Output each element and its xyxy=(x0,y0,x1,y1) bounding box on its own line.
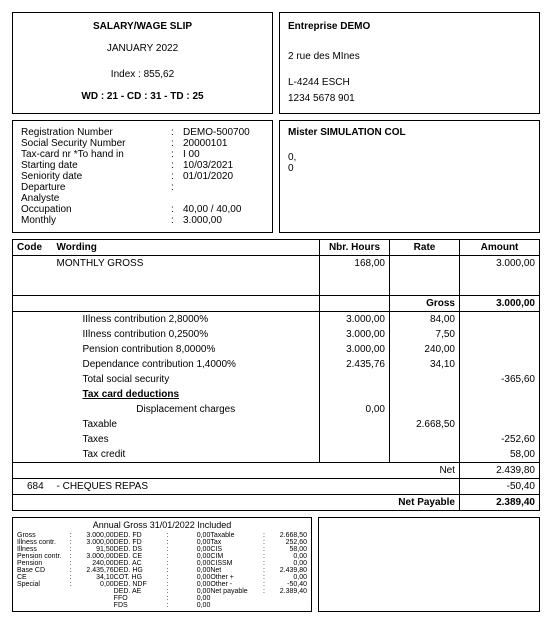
employee-line2: 0 xyxy=(288,163,531,174)
slip-title: SALARY/WAGE SLIP xyxy=(21,19,264,35)
annual-box: Annual Gross 31/01/2022 Included Gross:3… xyxy=(12,517,312,612)
company-address1: 2 rue des MInes xyxy=(288,49,531,65)
company-address2: L-4244 ESCH xyxy=(288,75,531,91)
blank-box xyxy=(318,517,540,612)
employee-line1: 0, xyxy=(288,152,531,163)
employee-box: Mister SIMULATION COL 0, 0 xyxy=(279,120,540,233)
payslip-table: Code Wording Nbr. Hours Rate Amount MONT… xyxy=(12,239,540,511)
company-box: Entreprise DEMO 2 rue des MInes L-4244 E… xyxy=(279,12,540,114)
registration-box: Registration Number:DEMO-500700 Social S… xyxy=(12,120,273,233)
summary-line: WD : 21 - CD : 31 - TD : 25 xyxy=(21,89,264,105)
employee-name: Mister SIMULATION COL xyxy=(288,127,531,138)
header-box: SALARY/WAGE SLIP JANUARY 2022 Index : 85… xyxy=(12,12,273,114)
company-name: Entreprise DEMO xyxy=(288,19,531,35)
period: JANUARY 2022 xyxy=(21,41,264,57)
index-label: Index : 855,62 xyxy=(21,67,264,83)
company-phone: 1234 5678 901 xyxy=(288,91,531,107)
